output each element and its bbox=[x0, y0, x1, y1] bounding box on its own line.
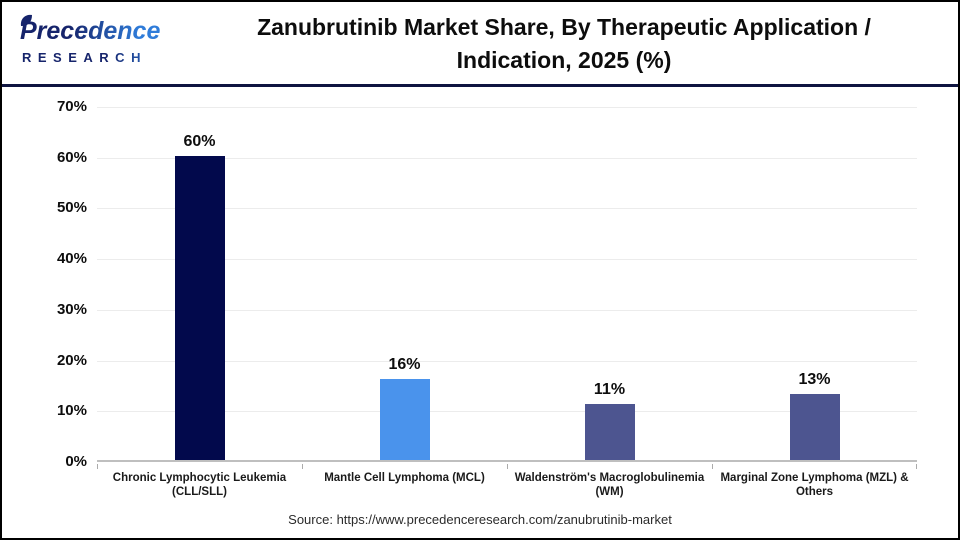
gridline bbox=[97, 360, 917, 362]
chart-area: 60% 16% 11% 13% 0% 10% 20% 30% 40% 50% 60% 70% Chr… bbox=[2, 87, 958, 538]
y-tick-label: 40% bbox=[56, 250, 87, 268]
leaf-icon bbox=[20, 14, 32, 26]
header: Precedence RESEARCH Zanubrutinib Market … bbox=[2, 2, 958, 84]
gridline bbox=[97, 208, 917, 210]
x-axis-category-label: Waldenström's Macroglobulinemia (WM) bbox=[514, 472, 705, 498]
bar bbox=[789, 394, 840, 460]
bar bbox=[379, 378, 430, 460]
y-tick-label: 20% bbox=[56, 351, 87, 369]
chart-title-line1: Zanubrutinib Market Share, By Therapeuti… bbox=[257, 14, 871, 40]
gridline bbox=[97, 259, 917, 261]
logo-wordmark-icon: Precedence bbox=[20, 14, 160, 45]
chart-title-line2: Indication, 2025 (%) bbox=[456, 47, 672, 73]
bar-value-label: 11% bbox=[593, 381, 626, 399]
bar bbox=[584, 404, 635, 460]
gridline bbox=[97, 309, 917, 311]
source-text: Source: https://www.precedenceresearch.c… bbox=[288, 512, 672, 527]
y-tick-label: 10% bbox=[56, 402, 87, 420]
x-axis-tick bbox=[712, 464, 713, 469]
gridline bbox=[97, 411, 917, 413]
chart-title: Zanubrutinib Market Share, By Therapeuti… bbox=[182, 11, 946, 77]
y-tick-label: 0% bbox=[65, 453, 87, 470]
y-tick-label: 70% bbox=[56, 98, 87, 115]
bar-value-label: 60% bbox=[183, 132, 216, 150]
x-axis-tick bbox=[97, 464, 98, 469]
gridline bbox=[97, 157, 917, 159]
bar-value-label: 16% bbox=[388, 355, 421, 373]
x-axis-category-label: Marginal Zone Lymphoma (MZL) & Others bbox=[720, 472, 909, 498]
x-axis-tick bbox=[916, 464, 917, 469]
bar bbox=[174, 155, 225, 460]
gridline bbox=[97, 107, 917, 108]
x-axis-tick bbox=[507, 464, 508, 469]
precedence-research-logo: Precedence RESEARCH bbox=[18, 14, 178, 65]
x-axis-tick bbox=[302, 464, 303, 469]
y-tick-label: 30% bbox=[56, 300, 87, 318]
bar-value-label: 13% bbox=[798, 371, 831, 389]
logo-subtext: RESEARCH bbox=[18, 50, 178, 65]
x-axis-category-label: Mantle Cell Lymphoma (MCL) bbox=[324, 472, 485, 484]
logo-text: Precedence bbox=[20, 17, 160, 44]
y-tick-label: 60% bbox=[56, 148, 87, 166]
plot-area: 60% 16% 11% 13% bbox=[97, 107, 917, 462]
header-divider bbox=[2, 84, 958, 87]
x-axis-category-label: Chronic Lymphocytic Leukemia (CLL/SLL) bbox=[112, 472, 287, 498]
y-tick-label: 50% bbox=[56, 199, 87, 217]
x-axis-ticks bbox=[97, 464, 917, 470]
